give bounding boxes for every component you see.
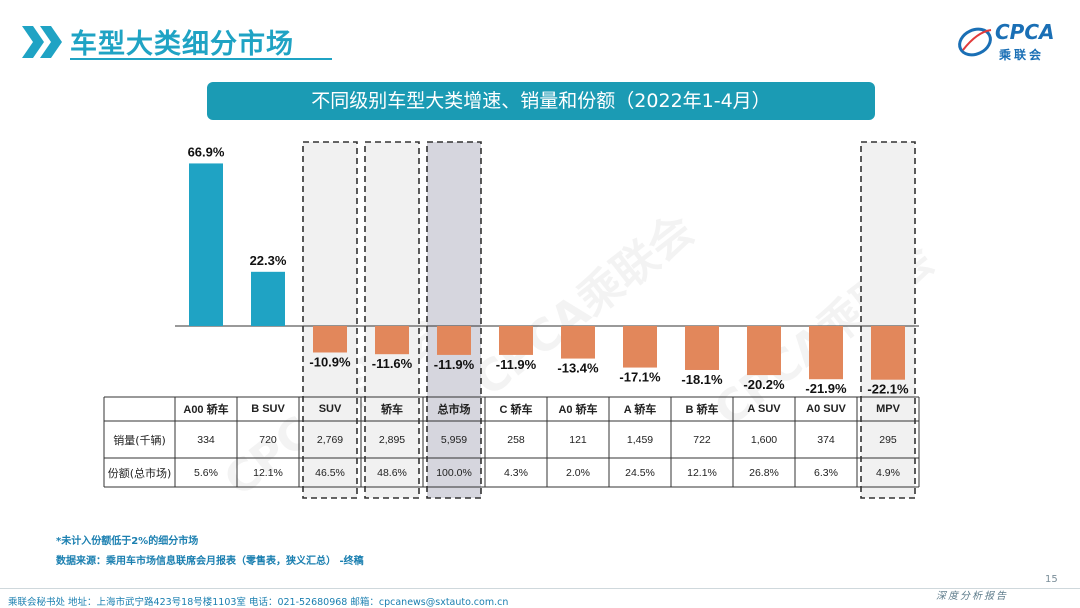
table-share-7: 24.5% <box>625 466 655 479</box>
footer-divider <box>0 588 1080 589</box>
table-sales-9: 1,600 <box>750 433 778 446</box>
table-sales-1: 720 <box>259 433 277 446</box>
bar-3 <box>375 326 409 355</box>
logo-subtext: 乘联会 <box>999 48 1045 62</box>
data-label-8: -18.1% <box>681 372 723 387</box>
bar-11 <box>871 326 905 380</box>
table-sales-7: 1,459 <box>626 433 654 446</box>
table-header-3: 轿车 <box>381 404 403 416</box>
table-sales-4: 5,959 <box>440 433 468 446</box>
table-header-4: 总市场 <box>437 404 471 416</box>
table-header-0: A00 轿车 <box>183 404 229 416</box>
table-header-9: A SUV <box>747 403 781 415</box>
data-label-7: -17.1% <box>619 370 661 385</box>
title-underline <box>70 58 332 60</box>
table-sales-5: 258 <box>507 433 525 446</box>
bar-4 <box>437 326 471 355</box>
bar-2 <box>313 326 347 353</box>
highlight-box-3 <box>364 141 420 499</box>
table-header-6: A0 轿车 <box>558 404 598 416</box>
bar-7 <box>623 326 657 368</box>
data-label-4: -11.9% <box>434 357 475 372</box>
table-sales-0: 334 <box>197 433 215 446</box>
bar-6 <box>561 326 595 359</box>
data-label-9: -20.2% <box>743 377 785 392</box>
table-share-1: 12.1% <box>253 466 283 479</box>
table-header-7: A 轿车 <box>623 404 657 416</box>
data-label-0: 66.9% <box>188 144 225 159</box>
table-sales-11: 295 <box>879 433 897 446</box>
table-header-5: C 轿车 <box>499 404 533 416</box>
data-label-2: -10.9% <box>309 354 351 369</box>
table-sales-8: 722 <box>693 433 711 446</box>
bar-0 <box>189 163 223 326</box>
cpca-logo: CPCA 乘联会 <box>955 20 1065 64</box>
table-header-1: B SUV <box>251 403 285 415</box>
highlight-box-2 <box>302 141 358 499</box>
data-label-1: 22.3% <box>250 253 287 268</box>
table-share-5: 4.3% <box>504 466 528 479</box>
table-row-label-sales: 销量(千辆) <box>113 433 166 447</box>
footer-slogan: 深度分析报告 <box>936 591 1008 602</box>
table-share-11: 4.9% <box>876 466 900 479</box>
table-share-9: 26.8% <box>749 466 779 479</box>
table-row-label-share: 份额(总市场) <box>107 466 172 480</box>
highlight-box-11 <box>860 141 916 499</box>
table-sales-6: 121 <box>569 433 587 446</box>
chart-title-band: 不同级别车型大类增速、销量和份额（2022年1-4月） <box>207 82 875 120</box>
table-header-2: SUV <box>318 403 342 415</box>
table-sales-10: 374 <box>817 433 835 446</box>
table-share-3: 48.6% <box>377 466 407 479</box>
table-share-0: 5.6% <box>194 466 218 479</box>
page-number: 15 <box>1045 574 1058 585</box>
data-label-5: -11.9% <box>496 357 537 372</box>
table-share-2: 46.5% <box>315 466 345 479</box>
bar-1 <box>251 271 285 326</box>
highlight-box-4 <box>426 141 482 499</box>
table-header-8: B 轿车 <box>685 404 719 416</box>
footer-contact: 乘联会秘书处 地址：上海市武宁路423号18号楼1103室 电话：021-526… <box>8 597 509 608</box>
table-share-10: 6.3% <box>814 466 838 479</box>
table-sales-2: 2,769 <box>316 433 344 446</box>
logo-text: CPCA <box>995 20 1055 44</box>
bar-5 <box>499 326 533 355</box>
table-share-4: 100.0% <box>436 466 472 479</box>
data-label-11: -22.1% <box>867 382 909 397</box>
table-header-10: A0 SUV <box>806 403 846 415</box>
double-chevron-icon <box>22 26 62 58</box>
bar-8 <box>685 326 719 370</box>
bar-9 <box>747 326 781 376</box>
source-note: 数据来源：乘用车市场信息联席会月报表（零售表，狭义汇总） -终稿 <box>56 556 364 567</box>
table-share-6: 2.0% <box>566 466 590 479</box>
bar-10 <box>809 326 843 380</box>
footnote: *未计入份额低于2%的细分市场 <box>56 536 199 547</box>
table-share-8: 12.1% <box>687 466 717 479</box>
table-sales-3: 2,895 <box>378 433 406 446</box>
page-title: 车型大类细分市场 <box>70 29 294 60</box>
table-header-11: MPV <box>876 403 900 415</box>
cpca-logo-icon <box>958 27 992 57</box>
data-label-10: -21.9% <box>805 381 847 396</box>
data-label-6: -13.4% <box>557 361 599 376</box>
data-label-3: -11.6% <box>372 356 413 371</box>
